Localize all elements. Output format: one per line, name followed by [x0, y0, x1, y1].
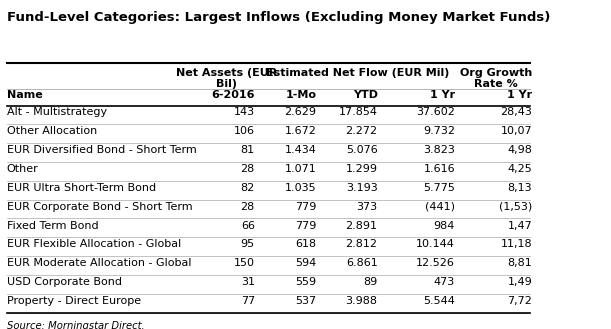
Text: 2.272: 2.272: [345, 126, 378, 136]
Text: 10.144: 10.144: [416, 240, 455, 249]
Text: 3.823: 3.823: [423, 145, 455, 155]
Text: Name: Name: [7, 90, 43, 100]
Text: 81: 81: [241, 145, 255, 155]
Text: 4,25: 4,25: [508, 164, 532, 174]
Text: 1-Mo: 1-Mo: [285, 90, 316, 100]
Text: EUR Ultra Short-Term Bond: EUR Ultra Short-Term Bond: [7, 183, 156, 193]
Text: (441): (441): [425, 202, 455, 212]
Text: 5.544: 5.544: [423, 296, 455, 306]
Text: 1,49: 1,49: [508, 277, 532, 287]
Text: 143: 143: [234, 108, 255, 117]
Text: 106: 106: [234, 126, 255, 136]
Text: Alt - Multistrategy: Alt - Multistrategy: [7, 108, 107, 117]
Text: 2.629: 2.629: [284, 108, 316, 117]
Text: 2.812: 2.812: [346, 240, 378, 249]
Text: 9.732: 9.732: [423, 126, 455, 136]
Text: 537: 537: [295, 296, 316, 306]
Text: YTD: YTD: [353, 90, 378, 100]
Text: (1,53): (1,53): [499, 202, 532, 212]
Text: 2.891: 2.891: [346, 221, 378, 231]
Text: 1 Yr: 1 Yr: [430, 90, 455, 100]
Text: 5.775: 5.775: [423, 183, 455, 193]
Text: 95: 95: [241, 240, 255, 249]
Text: 594: 594: [295, 258, 316, 268]
Text: 77: 77: [241, 296, 255, 306]
Text: 28: 28: [241, 202, 255, 212]
Text: 1.672: 1.672: [284, 126, 316, 136]
Text: 6.861: 6.861: [346, 258, 378, 268]
Text: 6-2016: 6-2016: [211, 90, 255, 100]
Text: 984: 984: [434, 221, 455, 231]
Text: 1 Yr: 1 Yr: [507, 90, 532, 100]
Text: 28,43: 28,43: [500, 108, 532, 117]
Text: USD Corporate Bond: USD Corporate Bond: [7, 277, 122, 287]
Text: EUR Corporate Bond - Short Term: EUR Corporate Bond - Short Term: [7, 202, 192, 212]
Text: Bil): Bil): [216, 79, 237, 89]
Text: Rate %: Rate %: [475, 79, 518, 89]
Text: Property - Direct Europe: Property - Direct Europe: [7, 296, 141, 306]
Text: 1.071: 1.071: [285, 164, 316, 174]
Text: 1.035: 1.035: [285, 183, 316, 193]
Text: 89: 89: [364, 277, 378, 287]
Text: Fund-Level Categories: Largest Inflows (Excluding Money Market Funds): Fund-Level Categories: Largest Inflows (…: [7, 11, 550, 24]
Text: 28: 28: [241, 164, 255, 174]
Text: 473: 473: [434, 277, 455, 287]
Text: Net Assets (EUR: Net Assets (EUR: [176, 67, 277, 78]
Text: EUR Diversified Bond - Short Term: EUR Diversified Bond - Short Term: [7, 145, 197, 155]
Text: 17.854: 17.854: [338, 108, 378, 117]
Text: 1.616: 1.616: [423, 164, 455, 174]
Text: 779: 779: [295, 221, 316, 231]
Text: 779: 779: [295, 202, 316, 212]
Text: 3.193: 3.193: [346, 183, 378, 193]
Text: 7,72: 7,72: [508, 296, 532, 306]
Text: 373: 373: [356, 202, 378, 212]
Text: 12.526: 12.526: [416, 258, 455, 268]
Text: 11,18: 11,18: [501, 240, 532, 249]
Text: 618: 618: [295, 240, 316, 249]
Text: Other Allocation: Other Allocation: [7, 126, 97, 136]
Text: 31: 31: [241, 277, 255, 287]
Text: 559: 559: [295, 277, 316, 287]
Text: 8,81: 8,81: [508, 258, 532, 268]
Text: 1,47: 1,47: [508, 221, 532, 231]
Text: 66: 66: [241, 221, 255, 231]
Text: 1.299: 1.299: [346, 164, 378, 174]
Text: Other: Other: [7, 164, 38, 174]
Text: 150: 150: [234, 258, 255, 268]
Text: 82: 82: [241, 183, 255, 193]
Text: EUR Moderate Allocation - Global: EUR Moderate Allocation - Global: [7, 258, 191, 268]
Text: 1.434: 1.434: [284, 145, 316, 155]
Text: 5.076: 5.076: [346, 145, 378, 155]
Text: EUR Flexible Allocation - Global: EUR Flexible Allocation - Global: [7, 240, 181, 249]
Text: 10,07: 10,07: [501, 126, 532, 136]
Text: Estimated Net Flow (EUR Mil): Estimated Net Flow (EUR Mil): [266, 67, 449, 78]
Text: 3.988: 3.988: [346, 296, 378, 306]
Text: Org Growth: Org Growth: [460, 67, 532, 78]
Text: Source: Morningstar Direct.: Source: Morningstar Direct.: [7, 321, 144, 329]
Text: 37.602: 37.602: [416, 108, 455, 117]
Text: 8,13: 8,13: [508, 183, 532, 193]
Text: 4,98: 4,98: [508, 145, 532, 155]
Text: Fixed Term Bond: Fixed Term Bond: [7, 221, 98, 231]
